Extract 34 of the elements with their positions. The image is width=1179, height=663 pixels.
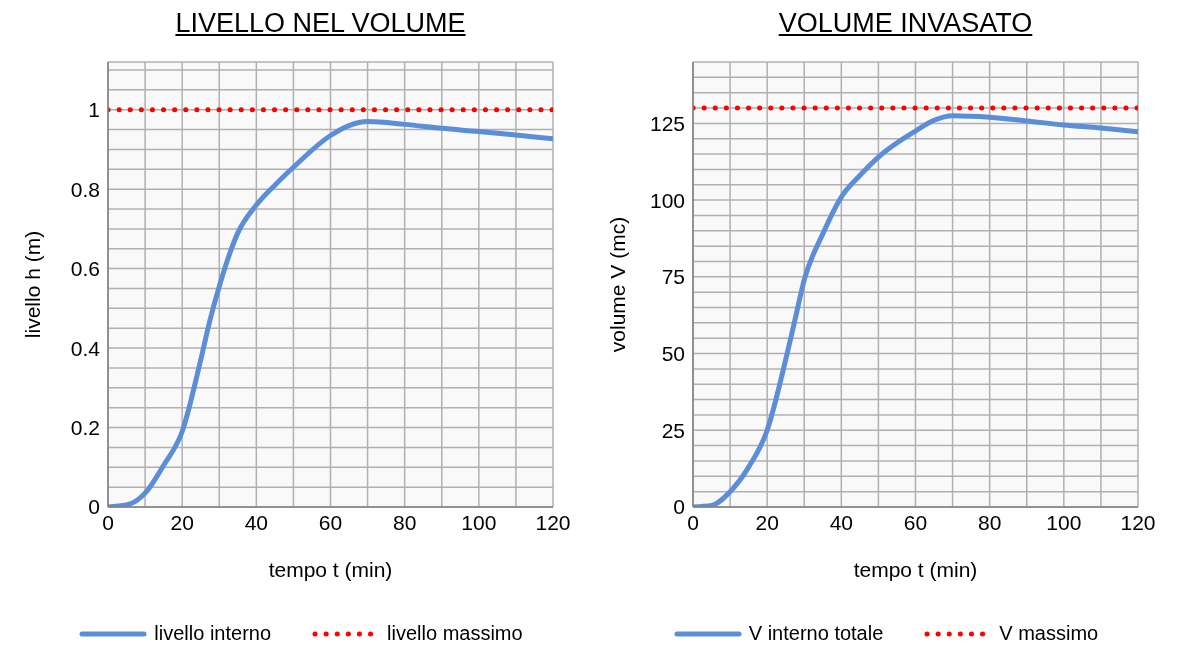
y-tick-label: 0.2	[70, 415, 100, 439]
x-tick-label: 40	[829, 510, 854, 534]
x-tick-label: 120	[1120, 510, 1156, 534]
x-tick-label: 60	[903, 510, 928, 534]
y-tick-label: 25	[661, 418, 685, 442]
x-tick-label: 20	[170, 510, 194, 534]
chart-title: LIVELLO NEL VOLUME	[174, 8, 467, 40]
legend-label: livello massimo	[387, 622, 523, 645]
x-tick-label: 120	[535, 510, 571, 534]
x-tick-label: 80	[392, 510, 417, 534]
y-axis-title: volume V (mc)	[606, 216, 630, 353]
y-tick-label: 0.8	[70, 177, 100, 201]
y-tick-label: 100	[649, 188, 685, 212]
y-axis-title: livello h (m)	[21, 230, 45, 339]
legend-label: livello interno	[154, 622, 272, 645]
legend-label: V massimo	[999, 622, 1099, 645]
y-tick-label: 0.6	[70, 257, 100, 281]
x-axis-title: tempo t (min)	[853, 558, 978, 581]
y-tick-label: 75	[661, 265, 685, 289]
x-tick-label: 40	[244, 510, 269, 534]
y-tick-label: 125	[649, 111, 685, 135]
x-tick-label: 60	[318, 510, 343, 534]
x-axis-title: tempo t (min)	[268, 558, 393, 581]
x-tick-label: 100	[1046, 510, 1082, 534]
y-tick-label: 0	[673, 495, 685, 519]
y-tick-label: 0.4	[70, 336, 101, 360]
chart-title: VOLUME INVASATO	[777, 8, 1034, 40]
legend-label: V interno totale	[748, 622, 884, 645]
x-tick-label: 80	[977, 510, 1002, 534]
x-tick-label: 100	[461, 510, 497, 534]
y-tick-label: 1	[88, 98, 100, 122]
y-tick-label: 50	[661, 342, 685, 366]
x-tick-label: 20	[755, 510, 779, 534]
y-tick-label: 0	[88, 495, 100, 519]
